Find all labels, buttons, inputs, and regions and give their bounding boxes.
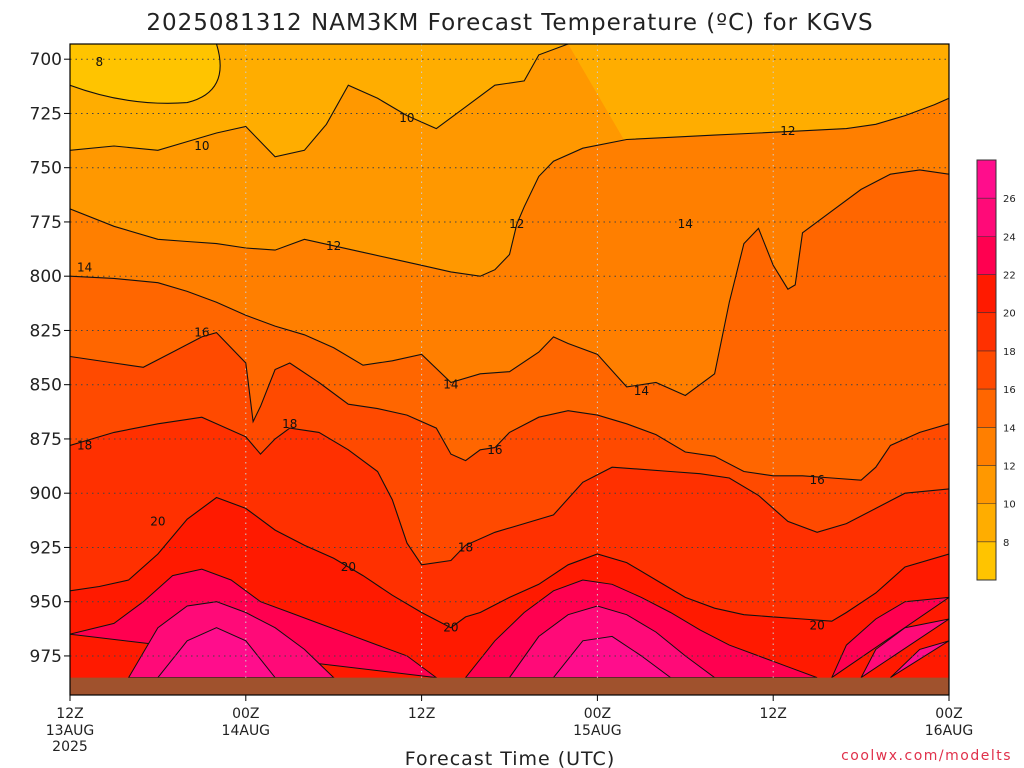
x-tick-label: 00Z <box>584 706 611 722</box>
y-tick-label: 775 <box>30 213 62 233</box>
x-tick-label: 00Z <box>232 706 259 722</box>
y-tick-label: 850 <box>30 376 62 396</box>
colorbar-swatch-18 <box>977 312 996 352</box>
isotherm-label-12: 12 <box>780 124 795 138</box>
x-axis-label: Forecast Time (UTC) <box>405 748 615 768</box>
colorbar-tick-label: 22 <box>1003 271 1016 282</box>
y-tick-label: 900 <box>30 484 62 504</box>
y-tick-label: 925 <box>30 538 62 558</box>
surface-ground-band <box>70 677 949 695</box>
x-tick-date: 16AUG <box>925 723 974 739</box>
isotherm-label-10: 10 <box>194 139 209 153</box>
isotherm-10 <box>70 44 569 158</box>
isotherm-label-16: 16 <box>487 443 502 457</box>
y-tick-label: 975 <box>30 647 62 667</box>
x-tick-label: 12Z <box>408 706 435 722</box>
isotherm-label-20: 20 <box>810 619 825 633</box>
colorbar-swatch-12 <box>977 427 996 466</box>
colorbar-tick-label: 26 <box>1003 194 1016 205</box>
y-tick-label: 800 <box>30 267 62 287</box>
isotherm-label-14: 14 <box>634 384 649 398</box>
colorbar-tick-label: 16 <box>1003 385 1016 396</box>
isotherm-label-18: 18 <box>77 438 92 452</box>
source-credit: coolwx.com/modelts <box>841 748 1012 764</box>
isotherm-label-12: 12 <box>509 217 524 231</box>
plot-area: 10 10 12 12 12 14 14 14 14 16 16 16 18 18 18 20 20 20 20 8 <box>70 44 949 695</box>
colorbar-swatch-8 <box>977 503 996 543</box>
warm-core-26-6 <box>156 627 277 679</box>
colorbar-tick-label: 20 <box>1003 309 1016 320</box>
chart-title: 2025081312 NAM3KM Forecast Temperature (… <box>146 10 873 36</box>
band-6-8 <box>70 44 221 104</box>
isotherm-label-12: 12 <box>326 239 341 253</box>
isotherm-label-14: 14 <box>678 217 693 231</box>
isotherm-20 <box>70 496 949 629</box>
isotherm-label-18: 18 <box>458 540 473 554</box>
isotherm-label-8: 8 <box>95 55 103 69</box>
y-tick-label: 700 <box>30 50 62 70</box>
x-tick-date: 13AUG <box>46 723 95 739</box>
isotherm-label-14: 14 <box>77 261 92 275</box>
colorbar-tick-label: 8 <box>1003 538 1009 549</box>
colorbar-swatch-24 <box>977 198 996 237</box>
y-tick-label: 875 <box>30 430 62 450</box>
x-tick-date: 14AUG <box>222 723 271 739</box>
colorbar-swatch-20 <box>977 274 996 314</box>
isotherm-label-16: 16 <box>810 473 825 487</box>
isotherm-label-14: 14 <box>443 378 458 392</box>
ground-band <box>70 677 949 695</box>
y-tick-label: 750 <box>30 159 62 179</box>
isotherm-18 <box>70 416 949 566</box>
isotherm-label-16: 16 <box>194 326 209 340</box>
x-tick-label: 12Z <box>56 706 83 722</box>
x-tick-label: 00Z <box>935 706 962 722</box>
x-tick-year: 2025 <box>52 739 88 755</box>
colorbar-swatch-10 <box>977 465 996 505</box>
colorbar-swatch-14 <box>977 389 996 428</box>
colorbar-tick-label: 18 <box>1003 347 1016 358</box>
y-tick-label: 725 <box>30 104 62 124</box>
isotherm-16 <box>70 331 949 481</box>
isotherm-labels: 10 10 12 12 12 14 14 14 14 16 16 16 18 18 18 20 20 20 20 8 <box>77 55 825 635</box>
y-tick-label: 825 <box>30 321 62 341</box>
colorbar-swatch-6 <box>977 541 996 581</box>
isotherm-label-18: 18 <box>282 417 297 431</box>
colorbar-swatch-16 <box>977 350 996 390</box>
grid-lines <box>70 44 949 695</box>
colorbar-tick-label: 24 <box>1003 232 1016 243</box>
colorbar-swatch-26 <box>977 160 996 199</box>
isotherm-label-20: 20 <box>341 560 356 574</box>
x-tick-label: 12Z <box>759 706 786 722</box>
warm-core-22-2 <box>830 596 949 680</box>
temperature-colorbar: 8 10 12 14 16 18 20 22 24 26 <box>976 159 1016 581</box>
isotherm-label-10: 10 <box>399 111 414 125</box>
isotherm-label-20: 20 <box>150 514 165 528</box>
isotherm-label-20: 20 <box>443 621 458 635</box>
colorbar-tick-label: 10 <box>1003 500 1016 511</box>
colorbar-tick-label: 14 <box>1003 423 1016 434</box>
warm-core-24-5 <box>860 618 949 679</box>
y-tick-label: 950 <box>30 593 62 613</box>
isotherm-14 <box>70 169 949 397</box>
x-tick-date: 15AUG <box>573 723 622 739</box>
isotherm-8 <box>70 44 221 104</box>
warm-core-26-7 <box>552 635 673 679</box>
colorbar-frame <box>976 159 997 581</box>
temperature-fill-bands <box>70 44 949 695</box>
isotherm-12 <box>70 97 949 277</box>
warm-core-26-8 <box>890 640 949 679</box>
plot-frame <box>69 43 950 696</box>
pressure-axis: 700 725 750 775 800 825 850 875 900 925 950 975 <box>30 50 70 667</box>
colorbar-swatch-22 <box>977 236 996 276</box>
isotherm-lines <box>70 44 949 629</box>
colorbar-tick-label: 12 <box>1003 461 1016 472</box>
